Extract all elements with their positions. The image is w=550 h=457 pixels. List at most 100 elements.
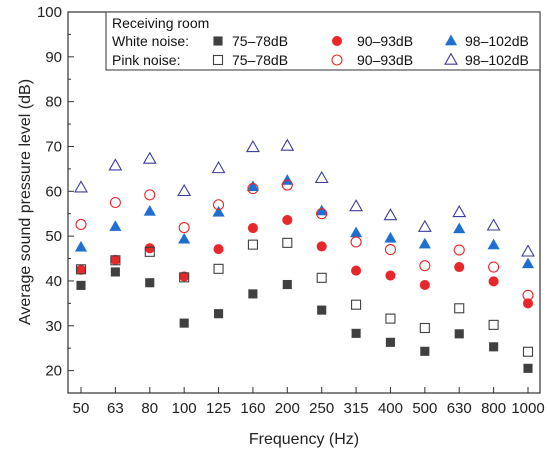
data-point [419,279,430,291]
data-point [247,222,258,234]
series-5 [74,138,535,257]
data-point [144,189,156,201]
data-point [247,183,259,195]
data-point [453,244,465,256]
data-point [213,244,224,255]
data-point [521,244,535,257]
data-point [314,170,329,184]
data-point [385,313,396,324]
series-3 [75,237,534,357]
data-point [349,199,364,212]
data-point [213,309,224,319]
y-tick-label: 20 [45,363,62,380]
legend-marker [331,35,343,47]
data-point [281,179,293,191]
data-point [523,363,533,373]
data-point [384,244,397,256]
series-2 [74,174,535,269]
legend-marker [444,34,458,46]
y-tick-label: 50 [45,228,62,245]
data-point [384,231,397,243]
x-tick-label: 125 [206,400,231,417]
x-tick-label: 500 [412,400,437,417]
x-tick-label: 50 [73,400,90,417]
legend-entry-white-75-78: 75–78dB [232,33,288,49]
data-point [110,267,120,277]
data-point [317,305,327,315]
data-point [282,237,293,248]
data-point [110,255,121,266]
data-point [486,218,501,231]
data-point [488,261,500,273]
data-point [487,238,500,250]
data-point [143,205,156,216]
x-axis-title: Frequency (Hz) [249,431,359,448]
legend-row-label-white: White noise: [112,33,189,49]
data-point [211,161,226,174]
data-point [109,220,122,231]
legend-entry-white-98-102: 98–102dB [465,33,529,49]
legend-entry-pink-90-93: 90–93dB [357,52,413,68]
data-point [280,138,295,151]
y-tick-label: 90 [45,49,62,66]
legend-entry-pink-98-102: 98–102dB [465,52,529,68]
data-point [179,272,190,283]
legend-marker [331,54,343,66]
data-point [383,208,398,221]
data-point [179,318,189,328]
data-point [74,180,88,193]
series-1 [75,214,534,309]
data-point [350,236,362,248]
data-point [316,241,327,252]
data-point [282,279,292,290]
y-tick-label: 40 [45,273,62,290]
data-point [521,257,535,269]
data-point [212,205,225,217]
data-point [108,158,123,171]
series-4 [75,179,534,301]
data-point [212,199,225,211]
legend-marker [444,52,458,65]
x-tick-label: 160 [240,400,265,417]
data-point [245,139,260,153]
data-point [453,222,466,234]
y-tick-label: 100 [37,4,62,21]
data-point [247,239,258,250]
data-point [385,337,396,347]
legend-title: Receiving room [112,15,209,31]
data-point [282,214,293,226]
x-tick-label: 80 [141,400,158,417]
data-point [349,226,363,238]
y-axis-ticks: 20 30 40 50 60 70 80 90 100 [37,4,74,394]
data-point [351,299,362,310]
x-axis-ticks: 50 63 80 100 125 160 200 250 315 400 500 630 800 1000 [73,387,545,417]
legend-entry-white-90-93: 90–93dB [357,33,413,49]
legend-row-label-pink: Pink noise: [112,52,180,68]
data-point [385,270,396,281]
data-point [75,264,87,275]
data-point [178,222,190,234]
x-tick-label: 400 [378,400,403,417]
data-point [488,276,499,287]
data-point [522,298,534,309]
data-point [213,263,224,274]
y-tick-label: 70 [45,138,62,155]
data-point [488,319,499,330]
data-point [454,261,465,273]
data-point [419,260,431,272]
y-tick-label: 60 [45,183,62,200]
x-tick-label: 1000 [511,400,544,417]
data-point [142,151,157,164]
x-tick-label: 100 [172,400,197,417]
legend-entry-pink-75-78: 75–78dB [232,52,288,68]
series-0 [76,267,533,373]
data-point [351,328,361,338]
data-point [145,278,155,288]
y-axis-title: Average sound pressure level (dB) [17,79,34,325]
data-point [452,204,467,218]
data-point [316,208,328,220]
data-point [420,346,430,356]
data-point [418,237,431,249]
data-point [315,204,328,216]
